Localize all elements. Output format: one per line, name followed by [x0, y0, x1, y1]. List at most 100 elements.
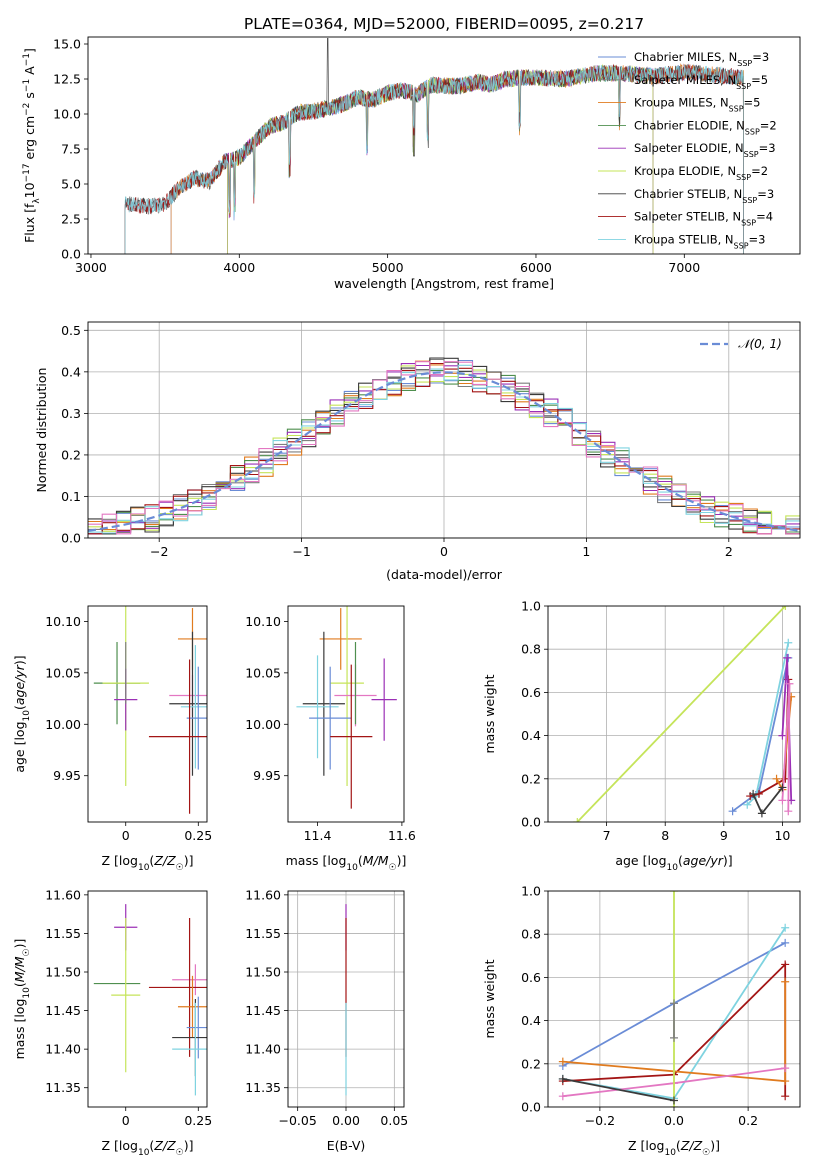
mass-weight-line — [562, 1078, 675, 1102]
y-tick-label: 11.45 — [45, 1003, 81, 1018]
spectrum-line — [124, 63, 744, 254]
gaussian-curve — [88, 371, 800, 532]
mass-weight-line — [576, 606, 786, 822]
mass-weight-marker — [558, 1057, 567, 1066]
panel-residuals: −2 −1 0 1 2 0.0 0.1 0.2 0.3 0.4 0.5 (data-model)/er… — [34, 321, 801, 582]
x-tick-label: 10 — [774, 828, 790, 843]
panel-age_vs_mass: 11.4 11.6 9.95 10.00 10.05 10.10 mass [log10(M… — [245, 605, 416, 873]
x-tick-label: 5000 — [372, 260, 404, 275]
y-tick-label: 11.55 — [245, 926, 281, 941]
mass-weight-marker — [784, 638, 793, 647]
y-tick-label: 11.35 — [245, 1080, 281, 1095]
x-tick-label: 0 — [122, 1113, 130, 1128]
mass-weight-marker — [670, 1033, 678, 1042]
y-tick-label: 0.2 — [61, 447, 81, 462]
y-tick-label: 10.05 — [245, 665, 281, 680]
mass-weight-marker — [558, 1074, 567, 1083]
axes-frame — [287, 605, 405, 823]
y-axis-label: mass [log10(M/M☉)] — [12, 939, 32, 1060]
x-tick-label: 0.0 — [664, 1113, 684, 1128]
y-tick-label: 10.00 — [45, 717, 81, 732]
x-tick-label: 0.2 — [738, 1113, 758, 1128]
mass-weight-marker — [781, 606, 790, 610]
y-tick-label: 11.60 — [245, 887, 281, 902]
y-tick-label: 0.0 — [521, 1100, 541, 1115]
x-tick-label: 0.25 — [184, 1113, 212, 1128]
axes-frame — [87, 605, 208, 823]
plot-area-mass_vs_Z — [93, 904, 207, 1096]
mass-weight-marker — [781, 1092, 790, 1101]
y-tick-label: 11.50 — [245, 965, 281, 980]
x-tick-label: 9 — [720, 828, 728, 843]
y-tick-label: 0.6 — [521, 970, 541, 985]
y-tick-label: 9.95 — [253, 768, 281, 783]
x-tick-label: 0 — [440, 544, 448, 559]
y-tick-label: 0.0 — [61, 531, 81, 546]
plot-area-spectrum — [124, 38, 744, 254]
x-axis-label: age [log10(age/yr)] — [615, 853, 732, 873]
mass-weight-marker — [781, 1077, 790, 1086]
y-tick-label: 11.40 — [45, 1042, 81, 1057]
y-axis-label: Flux [fλ10−17 erg cm−2 s−1 A−1] — [22, 48, 42, 243]
y-axis-label: age [log10(age/yr)] — [12, 655, 32, 772]
mass-weight-marker — [783, 653, 792, 662]
x-tick-label: 11.6 — [388, 828, 416, 843]
panel-mass_vs_ebv: −0.05 0.00 0.05 11.35 11.40 11.45 11.50 11.55 11… — [245, 887, 408, 1153]
mass-weight-marker — [743, 800, 752, 809]
legend-entry: Kroupa STELIB, NSSP=3 — [634, 232, 765, 250]
x-axis-label: E(B-V) — [327, 1138, 366, 1153]
y-tick-label: 0.0 — [61, 247, 81, 262]
residual-histogram — [88, 361, 800, 535]
axes-frame — [87, 890, 208, 1108]
y-tick-label: 0.4 — [61, 364, 81, 379]
mass-weight-marker — [781, 960, 790, 969]
spectrum-line — [124, 64, 744, 254]
x-tick-label: 0 — [122, 828, 130, 843]
y-tick-label: 1.0 — [521, 884, 541, 899]
plot-area-age_vs_Z — [93, 606, 207, 814]
y-axis-label: mass weight — [482, 959, 497, 1038]
y-axis-label: mass weight — [482, 674, 497, 753]
y-tick-label: 11.55 — [45, 926, 81, 941]
mass-weight-marker — [781, 923, 790, 932]
legend-entry: 𝒩(0, 1) — [738, 337, 782, 351]
x-tick-label: 1 — [582, 544, 590, 559]
legend-entry: Kroupa MILES, NSSP=5 — [634, 96, 760, 114]
x-tick-label: 6000 — [520, 260, 552, 275]
y-tick-label: 0.8 — [521, 927, 541, 942]
mass-weight-marker — [778, 796, 787, 805]
mass-weight-marker — [772, 774, 781, 783]
x-axis-label: mass [log10(M/M☉)] — [286, 853, 407, 873]
y-tick-label: 10.0 — [53, 107, 81, 122]
spectrum-line — [227, 63, 654, 254]
y-tick-label: 0.6 — [521, 685, 541, 700]
y-tick-label: 0.0 — [521, 815, 541, 830]
panel-mw_vs_age: 7 8 9 10 0.0 0.2 0.4 0.6 0.8 1.0 age [log10(age/yr… — [482, 599, 801, 873]
y-axis-label: Normed distribution — [34, 368, 49, 493]
mass-weight-marker — [784, 807, 793, 816]
x-tick-label: 7000 — [668, 260, 700, 275]
mass-weight-marker — [781, 977, 790, 986]
x-tick-label: −0.05 — [279, 1113, 317, 1128]
y-tick-label: 11.45 — [245, 1003, 281, 1018]
y-tick-label: 11.60 — [45, 887, 81, 902]
plot-area-age_vs_mass — [296, 606, 397, 809]
x-tick-label: 0.00 — [332, 1113, 360, 1128]
mass-weight-marker — [670, 1096, 678, 1105]
panel-mass_vs_Z: 0 0.25 11.35 11.40 11.45 11.50 11.55 11.60 Z [lo… — [12, 887, 212, 1158]
x-axis-label: wavelength [Angstrom, rest frame] — [334, 276, 554, 291]
x-axis-label: Z [log10(Z/Z☉)] — [102, 1138, 194, 1158]
legend-entry: Chabrier STELIB, NSSP=3 — [634, 187, 774, 205]
mass-weight-marker — [670, 891, 678, 895]
legend-entry: Salpeter STELIB, NSSP=4 — [634, 210, 773, 228]
x-axis-label: Z [log10(Z/Z☉)] — [102, 853, 194, 873]
y-tick-label: 5.0 — [61, 177, 81, 192]
legend-entry: Chabrier MILES, NSSP=3 — [634, 50, 769, 68]
plot-area-mass_vs_ebv — [288, 891, 404, 1107]
x-tick-label: 8 — [661, 828, 669, 843]
mass-weight-marker — [757, 809, 766, 818]
mass-weight-line — [781, 683, 791, 812]
x-tick-label: 2 — [725, 544, 733, 559]
